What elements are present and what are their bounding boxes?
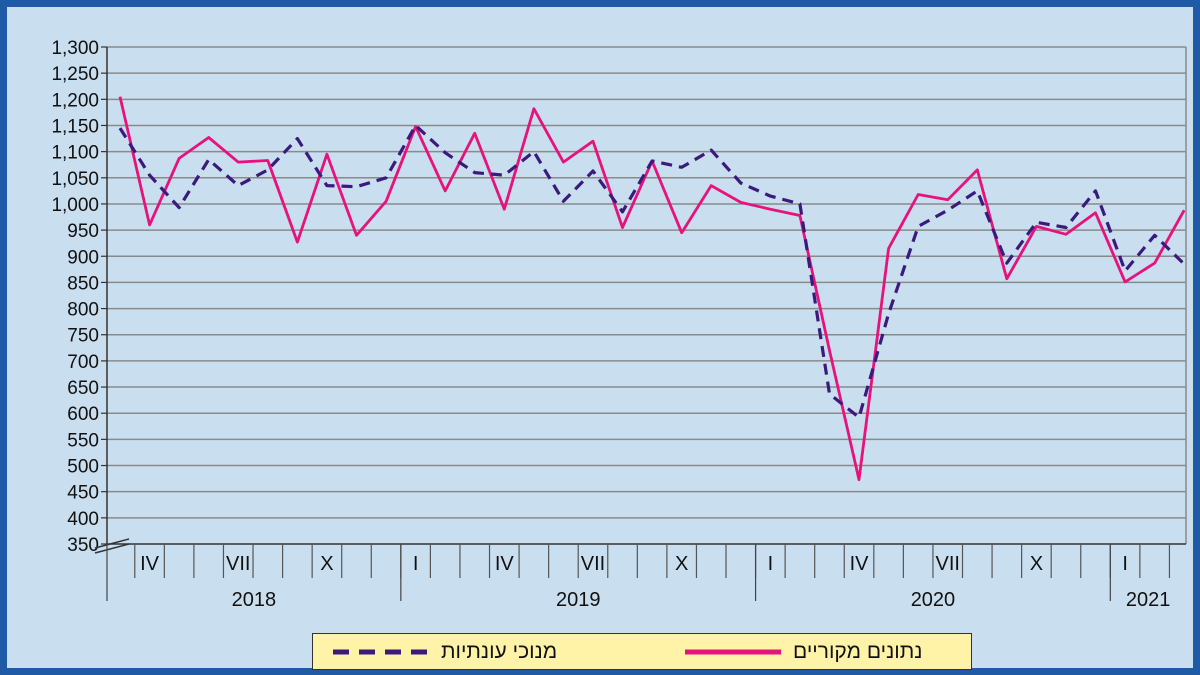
x-year-label: 2020 [911, 589, 956, 611]
y-tick-label: 600 [67, 404, 99, 425]
axis-break-mark [94, 543, 130, 554]
legend-swatch-solid [685, 649, 781, 654]
legend: מנוכי עונתיות נתונים מקוריים [312, 633, 972, 670]
y-tick-label: 500 [67, 457, 99, 478]
y-tick-label: 650 [67, 378, 99, 399]
x-year-label: 2021 [1126, 589, 1171, 611]
x-month-label: VII [935, 553, 959, 575]
plot-area [107, 47, 1186, 544]
series-line-seasonal [118, 123, 1186, 419]
y-tick-label: 800 [67, 300, 99, 321]
y-tick-label: 550 [67, 430, 99, 451]
x-month-label: IV [495, 553, 515, 575]
y-tick-label: 350 [67, 535, 99, 556]
x-month-label: IV [850, 553, 870, 575]
y-tick-label: 1,100 [51, 143, 99, 164]
y-axis: 350 400 450 500 550 600 650 700 750 800 850 900 950 1… [51, 38, 130, 556]
y-tick-label: 900 [67, 247, 99, 268]
y-tick-label: 1,200 [51, 90, 99, 111]
x-year-label: 2018 [232, 589, 277, 611]
x-month-label: X [320, 553, 333, 575]
x-month-label: I [413, 553, 419, 575]
y-tick-label: 450 [67, 483, 99, 504]
series-lines [118, 96, 1186, 482]
y-tick-label: 1,150 [51, 116, 99, 137]
legend-item-original: נתונים מקוריים [683, 634, 922, 669]
x-month-label: VII [226, 553, 250, 575]
y-tick-label: 1,000 [51, 195, 99, 216]
x-month-label: X [1030, 553, 1043, 575]
y-tick-label: 850 [67, 273, 99, 294]
y-tick-label: 750 [67, 326, 99, 347]
legend-item-seasonal: מנוכי עונתיות [331, 634, 557, 669]
y-tick-label: 700 [67, 352, 99, 373]
x-year-label: 2019 [556, 589, 601, 611]
y-tick-label: 400 [67, 509, 99, 530]
y-tick-label: 1,250 [51, 64, 99, 85]
chart-frame: 350 400 450 500 550 600 650 700 750 800 850 900 950 1… [7, 7, 1193, 670]
line-chart: 350 400 450 500 550 600 650 700 750 800 850 900 950 1… [51, 38, 1187, 611]
legend-label-original: נתונים מקוריים [793, 639, 923, 663]
x-month-label: VII [581, 553, 605, 575]
y-tick-label: 1,300 [51, 38, 99, 59]
x-month-label: IV [140, 553, 160, 575]
x-axis: IV VII X I IV VII X I IV VII X I 2018 2019 2020 2021 [106, 543, 1186, 611]
legend-label-seasonal: מנוכי עונתיות [441, 639, 558, 663]
x-month-label: I [768, 553, 774, 575]
gridlines [107, 46, 1187, 544]
y-tick-label: 1,050 [51, 169, 99, 190]
y-tick-label: 950 [67, 221, 99, 242]
x-month-label: X [675, 553, 688, 575]
legend-swatch-dashed [333, 649, 429, 654]
x-month-label: I [1122, 553, 1128, 575]
